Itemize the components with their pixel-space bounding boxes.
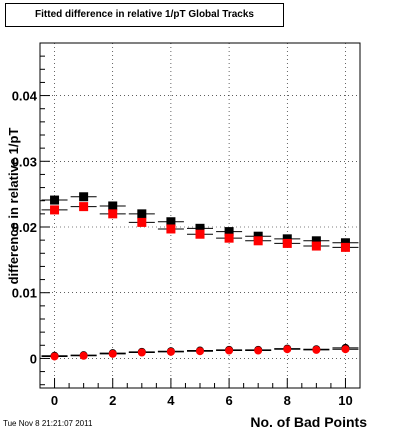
circle-marker xyxy=(254,346,263,355)
square-marker xyxy=(79,202,89,212)
square-marker xyxy=(195,229,205,239)
circle-marker xyxy=(108,349,117,358)
x-tick-label: 4 xyxy=(167,393,175,408)
data-marks xyxy=(41,192,359,361)
axis-tick-labels: 0 2 4 6 8 10 0 0.01 0.02 0.03 0.04 xyxy=(12,89,353,408)
square-marker xyxy=(137,209,147,219)
circle-marker xyxy=(79,351,88,360)
circle-marker xyxy=(196,347,204,356)
x-tick-label: 0 xyxy=(51,393,58,408)
square-marker xyxy=(311,236,321,246)
square-marker xyxy=(282,234,292,244)
circle-marker xyxy=(166,347,175,356)
x-tick-label: 10 xyxy=(338,393,352,408)
square-marker xyxy=(137,217,147,227)
square-marker xyxy=(224,233,234,243)
circle-marker xyxy=(225,346,234,355)
square-marker xyxy=(166,224,176,234)
x-tick-label: 6 xyxy=(225,393,232,408)
square-marker xyxy=(195,223,205,233)
square-marker xyxy=(108,201,118,211)
y-tick-label: 0.04 xyxy=(12,89,38,104)
x-axis-label: No. of Bad Points xyxy=(250,414,367,430)
square-marker xyxy=(340,238,350,248)
y-tick-label: 0 xyxy=(30,351,37,366)
x-tick-label: 2 xyxy=(109,393,116,408)
square-marker xyxy=(253,231,263,241)
circle-marker xyxy=(283,345,292,354)
chart-title: Fitted difference in relative 1/pT Globa… xyxy=(5,3,284,27)
x-tick-label: 8 xyxy=(284,393,291,408)
circle-marker xyxy=(341,345,350,354)
square-marker xyxy=(282,238,292,248)
square-marker xyxy=(166,217,176,227)
square-marker xyxy=(50,205,60,215)
circle-marker xyxy=(312,345,321,354)
y-axis-label: difference in relative 1/pT xyxy=(6,128,21,285)
circle-marker xyxy=(137,348,146,357)
square-marker xyxy=(253,236,263,246)
square-marker xyxy=(108,209,118,219)
axis-ticks xyxy=(39,55,361,388)
y-tick-label: 0.02 xyxy=(12,220,37,235)
square-marker xyxy=(311,241,321,251)
timestamp: Tue Nov 8 21:21:07 2011 xyxy=(3,419,93,428)
y-tick-label: 0.03 xyxy=(12,154,37,169)
square-marker xyxy=(79,192,89,202)
circle-marker xyxy=(50,352,59,361)
y-tick-label: 0.01 xyxy=(12,286,37,301)
square-marker xyxy=(340,242,350,252)
square-marker xyxy=(224,227,234,237)
square-marker xyxy=(50,195,60,205)
